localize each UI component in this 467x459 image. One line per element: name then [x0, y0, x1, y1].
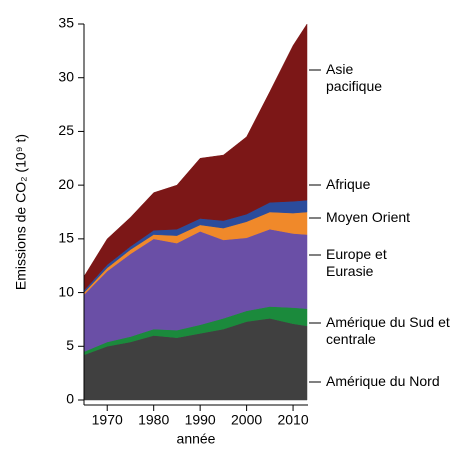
x-tick-label: 1990 — [185, 412, 216, 428]
series-label: Amérique du Sud et centrale — [326, 314, 450, 347]
x-tick-label: 2000 — [231, 412, 262, 428]
y-tick-label: 20 — [58, 176, 74, 192]
y-tick-label: 15 — [58, 230, 74, 246]
series-label: Amérique du Nord — [326, 373, 440, 389]
y-tick-label: 35 — [58, 15, 74, 31]
series-label: Afrique — [326, 176, 371, 192]
y-tick-label: 30 — [58, 68, 74, 84]
series-label: Europe et Eurasie — [326, 246, 387, 279]
y-tick-label: 0 — [66, 391, 74, 407]
y-tick-label: 10 — [58, 283, 74, 299]
x-tick-label: 2010 — [277, 412, 308, 428]
series-label: Moyen Orient — [326, 209, 411, 225]
area — [83, 23, 308, 292]
y-tick-label: 5 — [66, 337, 74, 353]
y-axis-label: Emissions de CO₂ (10⁹ t) — [13, 134, 29, 290]
x-axis-label: année — [177, 431, 216, 447]
x-tick-label: 1980 — [138, 412, 169, 428]
x-tick-label: 1970 — [92, 412, 123, 428]
y-tick-label: 25 — [58, 122, 74, 138]
series-label: Asie pacifique — [326, 61, 383, 94]
